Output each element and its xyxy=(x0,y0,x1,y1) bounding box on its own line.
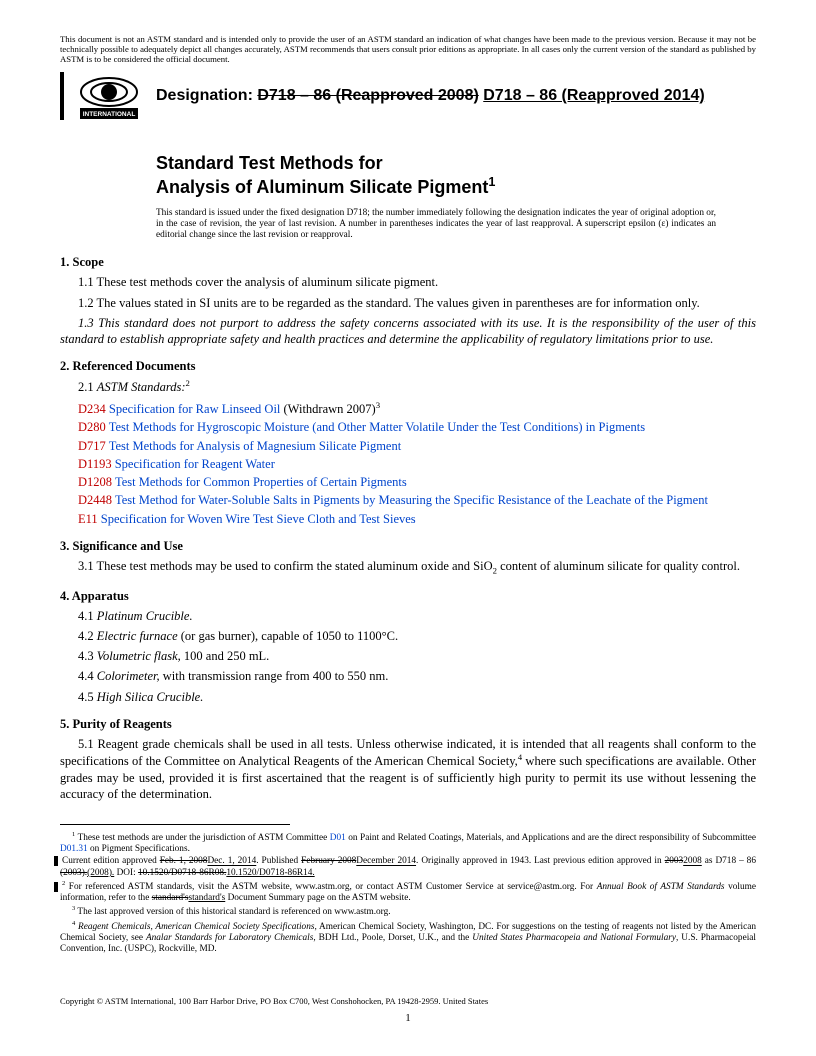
reference-item: D280 Test Methods for Hygroscopic Moistu… xyxy=(60,419,756,435)
referenced-standards-list: D234 Specification for Raw Linseed Oil (… xyxy=(60,400,756,527)
para-3-1-b: content of aluminum silicate for quality… xyxy=(497,559,740,573)
ref-title: Specification for Reagent Water xyxy=(115,457,275,471)
title-footnote-mark: 1 xyxy=(488,175,495,189)
ref-tail-sup: 3 xyxy=(376,400,380,410)
title-block: Standard Test Methods for Analysis of Al… xyxy=(156,152,756,198)
ref-code: D1193 xyxy=(78,457,112,471)
section-1-heading: 1. Scope xyxy=(60,255,756,270)
para-2-1-ital: ASTM Standards: xyxy=(97,381,186,395)
para-2-1-sup: 2 xyxy=(186,378,190,388)
reference-item: D2448 Test Method for Water-Soluble Salt… xyxy=(60,492,756,508)
ref-code: D2448 xyxy=(78,493,112,507)
change-bar xyxy=(60,72,64,120)
reference-item: D1193 Specification for Reagent Water xyxy=(60,456,756,472)
ref-title: Specification for Woven Wire Test Sieve … xyxy=(101,512,416,526)
ref-tail: (Withdrawn 2007) xyxy=(280,402,375,416)
disclaimer-text: This document is not an ASTM standard an… xyxy=(60,34,756,64)
designation: Designation: D718 – 86 (Reapproved 2008)… xyxy=(156,87,705,105)
ref-code: D717 xyxy=(78,439,106,453)
footnote-2: 2 For referenced ASTM standards, visit t… xyxy=(60,880,756,904)
header-row: INTERNATIONAL Designation: D718 – 86 (Re… xyxy=(60,72,756,120)
ref-code: D1208 xyxy=(78,475,112,489)
para-2-1: 2.1 ASTM Standards:2 xyxy=(60,378,756,395)
ref-title: Specification for Raw Linseed Oil xyxy=(109,402,280,416)
apparatus-item: 4.1 Platinum Crucible. xyxy=(60,608,756,624)
svg-text:INTERNATIONAL: INTERNATIONAL xyxy=(83,111,136,118)
para-1-2: 1.2 The values stated in SI units are to… xyxy=(60,295,756,311)
apparatus-item: 4.3 Volumetric flask, 100 and 250 mL. xyxy=(60,648,756,664)
reference-item: D234 Specification for Raw Linseed Oil (… xyxy=(60,400,756,417)
footnotes-body: 1 These test methods are under the juris… xyxy=(60,829,756,955)
apparatus-item: 4.4 Colorimeter, with transmission range… xyxy=(60,668,756,684)
footnote-3: 3 The last approved version of this hist… xyxy=(60,905,756,918)
apparatus-item: 4.2 Electric furnace (or gas burner), ca… xyxy=(60,628,756,644)
ref-title: Test Methods for Common Properties of Ce… xyxy=(115,475,407,489)
footnote-1: 1 These test methods are under the juris… xyxy=(60,831,756,855)
designation-new: D718 – 86 (Reapproved 2014) xyxy=(483,87,704,104)
page-number: 1 xyxy=(0,1012,816,1024)
section-3-heading: 3. Significance and Use xyxy=(60,539,756,554)
apparatus-list: 4.1 Platinum Crucible. 4.2 Electric furna… xyxy=(60,608,756,705)
para-3-1-a: 3.1 These test methods may be used to co… xyxy=(78,559,493,573)
para-1-1: 1.1 These test methods cover the analysi… xyxy=(60,274,756,290)
ref-title: Test Methods for Hygroscopic Moisture (a… xyxy=(109,420,645,434)
apparatus-item: 4.5 High Silica Crucible. xyxy=(60,689,756,705)
para-2-1-lead: 2.1 xyxy=(78,381,97,395)
footnote-1b: Current edition approved Feb. 1, 2008Dec… xyxy=(60,856,756,878)
footnote-4: 4 Reagent Chemicals, American Chemical S… xyxy=(60,920,756,956)
para-5-1: 5.1 Reagent grade chemicals shall be use… xyxy=(60,736,756,802)
ref-title: Test Method for Water-Soluble Salts in P… xyxy=(115,493,708,507)
ref-code: D234 xyxy=(78,402,106,416)
para-3-1: 3.1 These test methods may be used to co… xyxy=(60,558,756,577)
ref-title: Test Methods for Analysis of Magnesium S… xyxy=(109,439,402,453)
section-5-heading: 5. Purity of Reagents xyxy=(60,717,756,732)
para-1-3: 1.3 This standard does not purport to ad… xyxy=(60,315,756,348)
copyright: Copyright © ASTM International, 100 Barr… xyxy=(60,996,756,1006)
section-2-heading: 2. Referenced Documents xyxy=(60,359,756,374)
ref-code: D280 xyxy=(78,420,106,434)
designation-label: Designation: xyxy=(156,87,253,104)
title-line-2: Analysis of Aluminum Silicate Pigment xyxy=(156,177,488,197)
issuance-note: This standard is issued under the fixed … xyxy=(156,208,716,241)
designation-old: D718 – 86 (Reapproved 2008) xyxy=(257,87,478,104)
astm-logo: INTERNATIONAL xyxy=(78,72,140,120)
reference-item: D717 Test Methods for Analysis of Magnes… xyxy=(60,438,756,454)
title-line-1: Standard Test Methods for xyxy=(156,153,383,173)
ref-code: E11 xyxy=(78,512,98,526)
reference-item: D1208 Test Methods for Common Properties… xyxy=(60,474,756,490)
section-4-heading: 4. Apparatus xyxy=(60,589,756,604)
reference-item: E11 Specification for Woven Wire Test Si… xyxy=(60,511,756,527)
